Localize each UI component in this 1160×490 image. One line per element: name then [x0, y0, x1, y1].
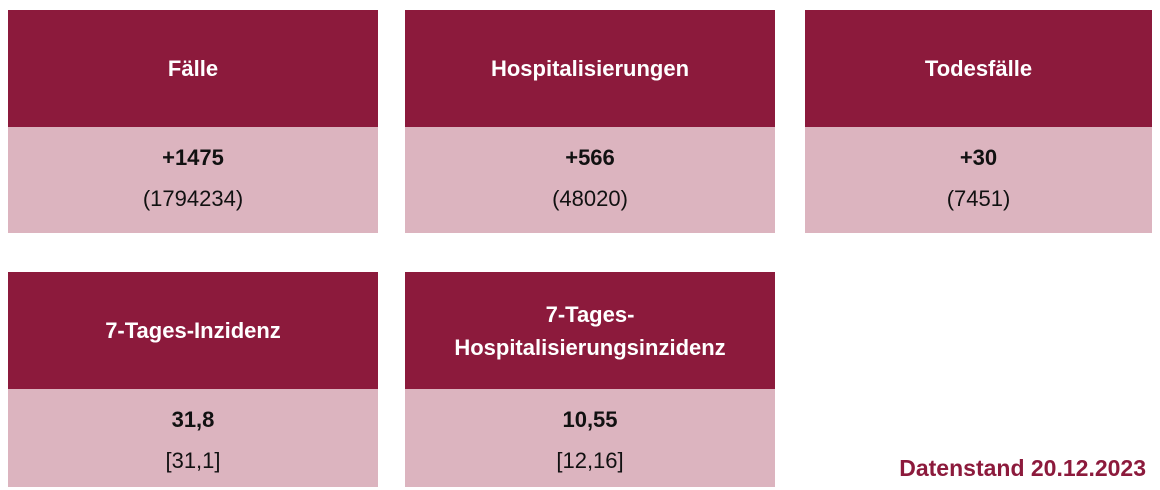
card-body: 10,55 [12,16]	[405, 389, 775, 487]
stat-card: 7-Tages-Inzidenz 31,8 [31,1]	[8, 272, 378, 487]
card-detail: (1794234)	[142, 186, 244, 211]
stat-card: 7-Tages-Hospitalisierungsinzidenz 10,55 [1…	[405, 272, 775, 487]
card-title: Todesfälle	[805, 10, 1152, 127]
card-title: 7-Tages-Inzidenz	[8, 272, 378, 389]
card-body: +566 (48020)	[405, 127, 775, 233]
card-detail: [12,16]	[556, 448, 624, 473]
card-title: 7-Tages-Hospitalisierungsinzidenz	[405, 272, 775, 389]
stat-card: Hospitalisierungen +566 (48020)	[405, 10, 775, 233]
card-body: 31,8 [31,1]	[8, 389, 378, 487]
card-detail: [31,1]	[165, 448, 221, 473]
card-detail: (48020)	[552, 186, 628, 211]
card-value: 31,8	[171, 407, 215, 432]
card-detail: (7451)	[946, 186, 1011, 211]
card-value: +30	[959, 145, 998, 170]
card-value: +566	[565, 145, 615, 170]
card-value: +1475	[162, 145, 224, 170]
card-value: 10,55	[562, 407, 618, 432]
card-title: Fälle	[8, 10, 378, 127]
card-body: +30 (7451)	[805, 127, 1152, 233]
stat-card: Fälle +1475 (1794234)	[8, 10, 378, 233]
date-label: Datenstand 20.12.2023	[899, 455, 1146, 481]
card-body: +1475 (1794234)	[8, 127, 378, 233]
stat-card: Todesfälle +30 (7451)	[805, 10, 1152, 233]
card-title: Hospitalisierungen	[405, 10, 775, 127]
